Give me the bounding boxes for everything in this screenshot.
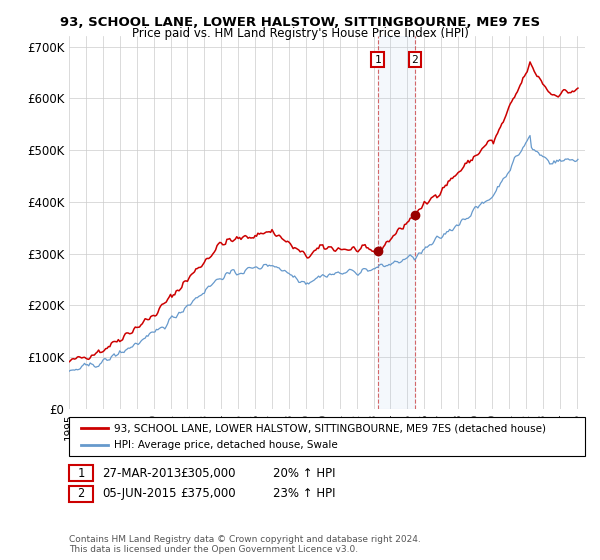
Text: 1: 1	[374, 55, 381, 64]
Text: 1: 1	[77, 466, 85, 480]
Bar	[377, 36, 415, 409]
Text: 27-MAR-2013: 27-MAR-2013	[102, 466, 181, 480]
Text: £305,000: £305,000	[180, 466, 235, 480]
Text: Price paid vs. HM Land Registry's House Price Index (HPI): Price paid vs. HM Land Registry's House …	[131, 27, 469, 40]
Text: 93, SCHOOL LANE, LOWER HALSTOW, SITTINGBOURNE, ME9 7ES (detached house): 93, SCHOOL LANE, LOWER HALSTOW, SITTINGB…	[114, 423, 546, 433]
Text: 93, SCHOOL LANE, LOWER HALSTOW, SITTINGBOURNE, ME9 7ES: 93, SCHOOL LANE, LOWER HALSTOW, SITTINGB…	[60, 16, 540, 29]
Text: 23% ↑ HPI: 23% ↑ HPI	[273, 487, 335, 501]
Text: 2: 2	[77, 487, 85, 501]
Text: 05-JUN-2015: 05-JUN-2015	[102, 487, 176, 501]
Text: 20% ↑ HPI: 20% ↑ HPI	[273, 466, 335, 480]
Text: £375,000: £375,000	[180, 487, 236, 501]
Text: 2: 2	[412, 55, 418, 64]
Text: HPI: Average price, detached house, Swale: HPI: Average price, detached house, Swal…	[114, 440, 338, 450]
Text: Contains HM Land Registry data © Crown copyright and database right 2024.
This d: Contains HM Land Registry data © Crown c…	[69, 535, 421, 554]
